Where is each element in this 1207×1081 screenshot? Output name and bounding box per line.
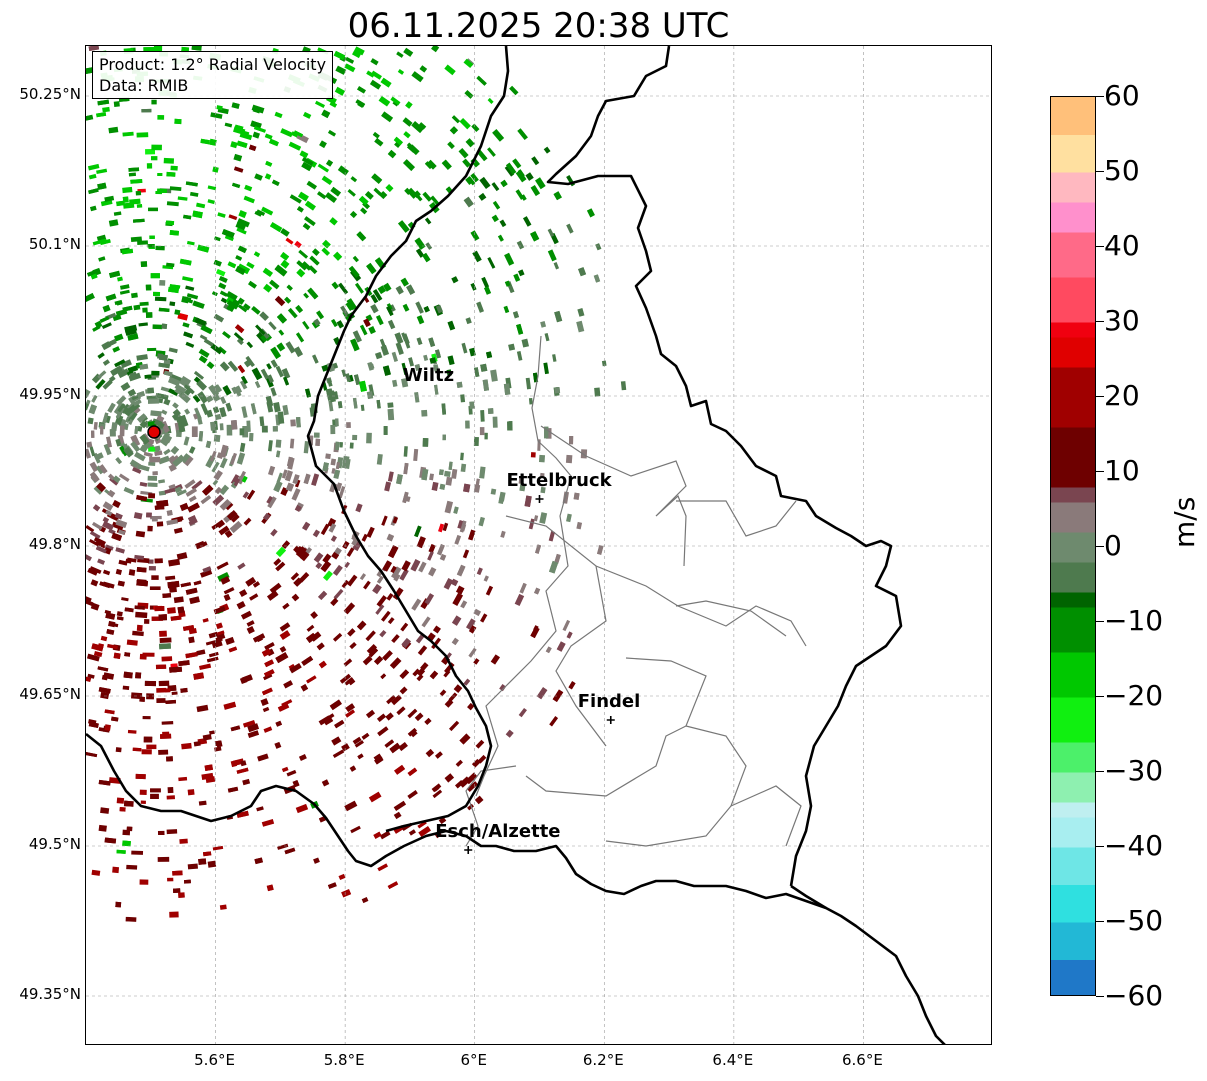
colorbar-band [1051, 847, 1095, 885]
colorbar-band [1051, 232, 1095, 278]
colorbar-tick-label: −20 [1104, 679, 1164, 712]
colorbar-tick [1096, 921, 1104, 922]
colorbar-band [1051, 742, 1095, 773]
colorbar-band [1051, 772, 1095, 803]
colorbar-band [1051, 367, 1095, 428]
colorbar-unit-label: m/s [1168, 496, 1201, 548]
colorbar-band [1051, 427, 1095, 488]
city-label: Ettelbruck [506, 470, 612, 491]
colorbar-tick-label: −40 [1104, 829, 1164, 862]
colorbar-tick [1096, 996, 1104, 997]
city-label: Findel [577, 691, 641, 712]
city-marker [535, 495, 544, 503]
colorbar-gradient [1051, 97, 1095, 995]
colorbar-band [1051, 697, 1095, 743]
city-label: Esch/Alzette [435, 821, 561, 842]
colorbar-tick-label: 0 [1104, 529, 1122, 562]
colorbar-tick-label: −50 [1104, 904, 1164, 937]
colorbar-tick [1096, 771, 1104, 772]
lat-tick-label: 49.8°N [28, 535, 81, 553]
colorbar-band [1051, 959, 1095, 995]
colorbar-tick-label: −10 [1104, 604, 1164, 637]
colorbar-tick [1096, 471, 1104, 472]
lat-tick-label: 49.35°N [19, 985, 81, 1003]
lon-tick-label: 5.8°E [323, 1051, 365, 1069]
colorbar-tick-label: −60 [1104, 979, 1164, 1012]
lon-tick-label: 5.6°E [194, 1051, 235, 1069]
colorbar-band [1051, 802, 1095, 818]
colorbar-band [1051, 322, 1095, 338]
colorbar-tick [1096, 96, 1104, 97]
country-borders [86, 46, 946, 1044]
colorbar-tick-label: 20 [1104, 379, 1140, 412]
colorbar-band [1051, 502, 1095, 533]
city-marker [464, 846, 473, 854]
colorbar-band [1051, 202, 1095, 233]
lon-tick-label: 6.6°E [842, 1051, 883, 1069]
colorbar-tick-label: −30 [1104, 754, 1164, 787]
lat-tick-label: 50.1°N [28, 235, 81, 253]
colorbar-tick [1096, 396, 1104, 397]
city-marker [606, 716, 615, 724]
colorbar-tick [1096, 621, 1104, 622]
colorbar-band [1051, 607, 1095, 653]
colorbar-tick [1096, 246, 1104, 247]
colorbar-tick [1096, 546, 1104, 547]
lat-tick-label: 49.5°N [28, 835, 81, 853]
lon-tick-label: 6.4°E [712, 1051, 754, 1069]
colorbar-tick [1096, 696, 1104, 697]
radar-echoes [86, 46, 627, 922]
colorbar-band [1051, 487, 1095, 503]
colorbar-band [1051, 337, 1095, 368]
colorbar-tick-label: 30 [1104, 304, 1140, 337]
lat-tick-label: 50.25°N [19, 85, 81, 103]
colorbar-band [1051, 134, 1095, 173]
lat-tick-label: 49.95°N [19, 385, 81, 403]
radar-site-marker[interactable] [147, 425, 161, 439]
city-label: Wiltz [402, 365, 455, 386]
colorbar-band [1051, 277, 1095, 323]
colorbar-band [1051, 532, 1095, 563]
colorbar-tick-label: 10 [1104, 454, 1140, 487]
lat-tick-label: 49.65°N [19, 685, 81, 703]
colorbar-tick-label: 60 [1104, 79, 1140, 112]
gridlines [86, 46, 991, 1044]
product-label: Product: 1.2° Radial Velocity [99, 55, 327, 74]
radar-map-canvas [86, 46, 991, 1044]
lon-tick-label: 6.2°E [582, 1051, 624, 1069]
colorbar-tick-label: 50 [1104, 154, 1140, 187]
city-markers [464, 495, 615, 854]
colorbar-band [1051, 884, 1095, 923]
colorbar-band [1051, 592, 1095, 608]
colorbar-tick [1096, 321, 1104, 322]
colorbar-band [1051, 652, 1095, 698]
canton-borders [465, 335, 807, 847]
colorbar-tick-label: 40 [1104, 229, 1140, 262]
colorbar [1050, 96, 1096, 996]
colorbar-tick [1096, 846, 1104, 847]
map-title: 06.11.2025 20:38 UTC [347, 6, 730, 46]
colorbar-band [1051, 562, 1095, 593]
data-source-label: Data: RMIB [99, 76, 189, 95]
colorbar-band [1051, 172, 1095, 203]
colorbar-band [1051, 97, 1095, 135]
colorbar-tick [1096, 171, 1104, 172]
radar-map[interactable] [85, 45, 992, 1045]
product-info-box: Product: 1.2° Radial Velocity Data: RMIB [92, 51, 334, 99]
colorbar-band [1051, 922, 1095, 960]
lon-tick-label: 6°E [460, 1051, 487, 1069]
colorbar-band [1051, 817, 1095, 848]
